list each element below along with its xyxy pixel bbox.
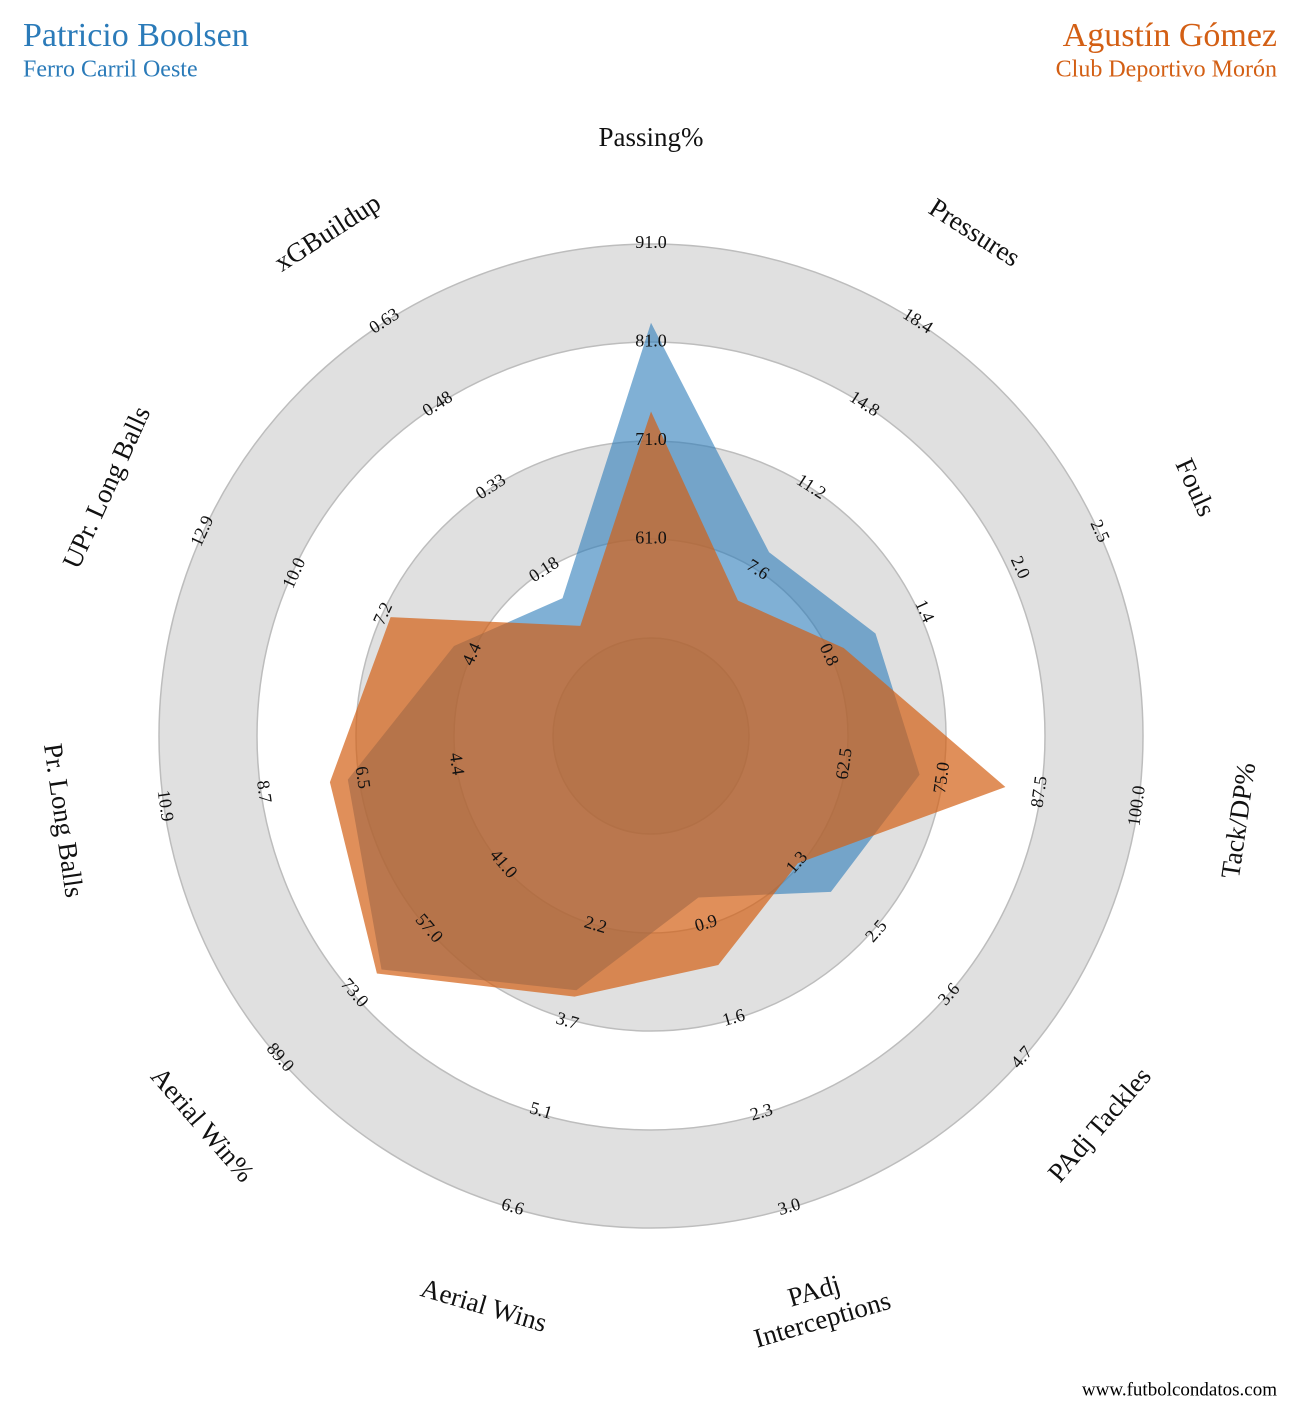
tick-label: 6.5	[352, 765, 375, 790]
param-label: Pressures	[924, 192, 1026, 272]
radar-area	[329, 411, 1006, 997]
param-label: xGBuildup	[269, 187, 386, 277]
param-label: Fouls	[1170, 454, 1222, 521]
param-label: Tack/DP%	[1215, 761, 1261, 881]
param-label: UPr. Long Balls	[56, 402, 156, 573]
tick-label: 75.0	[929, 761, 953, 795]
tick-label: 8.7	[253, 779, 276, 804]
tick-label: 91.0	[635, 232, 667, 252]
tick-label: 71.0	[635, 429, 667, 449]
polygons	[329, 322, 1006, 997]
series-team: Club Deportivo Morón	[1056, 57, 1277, 83]
series-name: Agustín Gómez	[1063, 17, 1277, 54]
param-label: PAdjInterceptions	[742, 1257, 894, 1354]
series-team: Ferro Carril Oeste	[23, 57, 198, 83]
param-label: PAdj Tackles	[1042, 1061, 1157, 1187]
source: www.futbolcondatos.com	[1082, 1379, 1277, 1400]
param-label: Pr. Long Balls	[38, 741, 90, 899]
tick-label: 4.4	[446, 751, 469, 776]
param-label: Passing%	[598, 122, 703, 152]
tick-label: 61.0	[635, 528, 667, 548]
tick-label: 62.5	[832, 747, 856, 781]
tick-label: 87.5	[1026, 775, 1050, 809]
tick-label: 10.9	[154, 789, 178, 823]
series-name: Patricio Boolsen	[23, 17, 249, 54]
tick-label: 81.0	[635, 331, 667, 351]
param-label: Aerial Win%	[145, 1061, 260, 1188]
param-label: Aerial Wins	[417, 1273, 550, 1338]
